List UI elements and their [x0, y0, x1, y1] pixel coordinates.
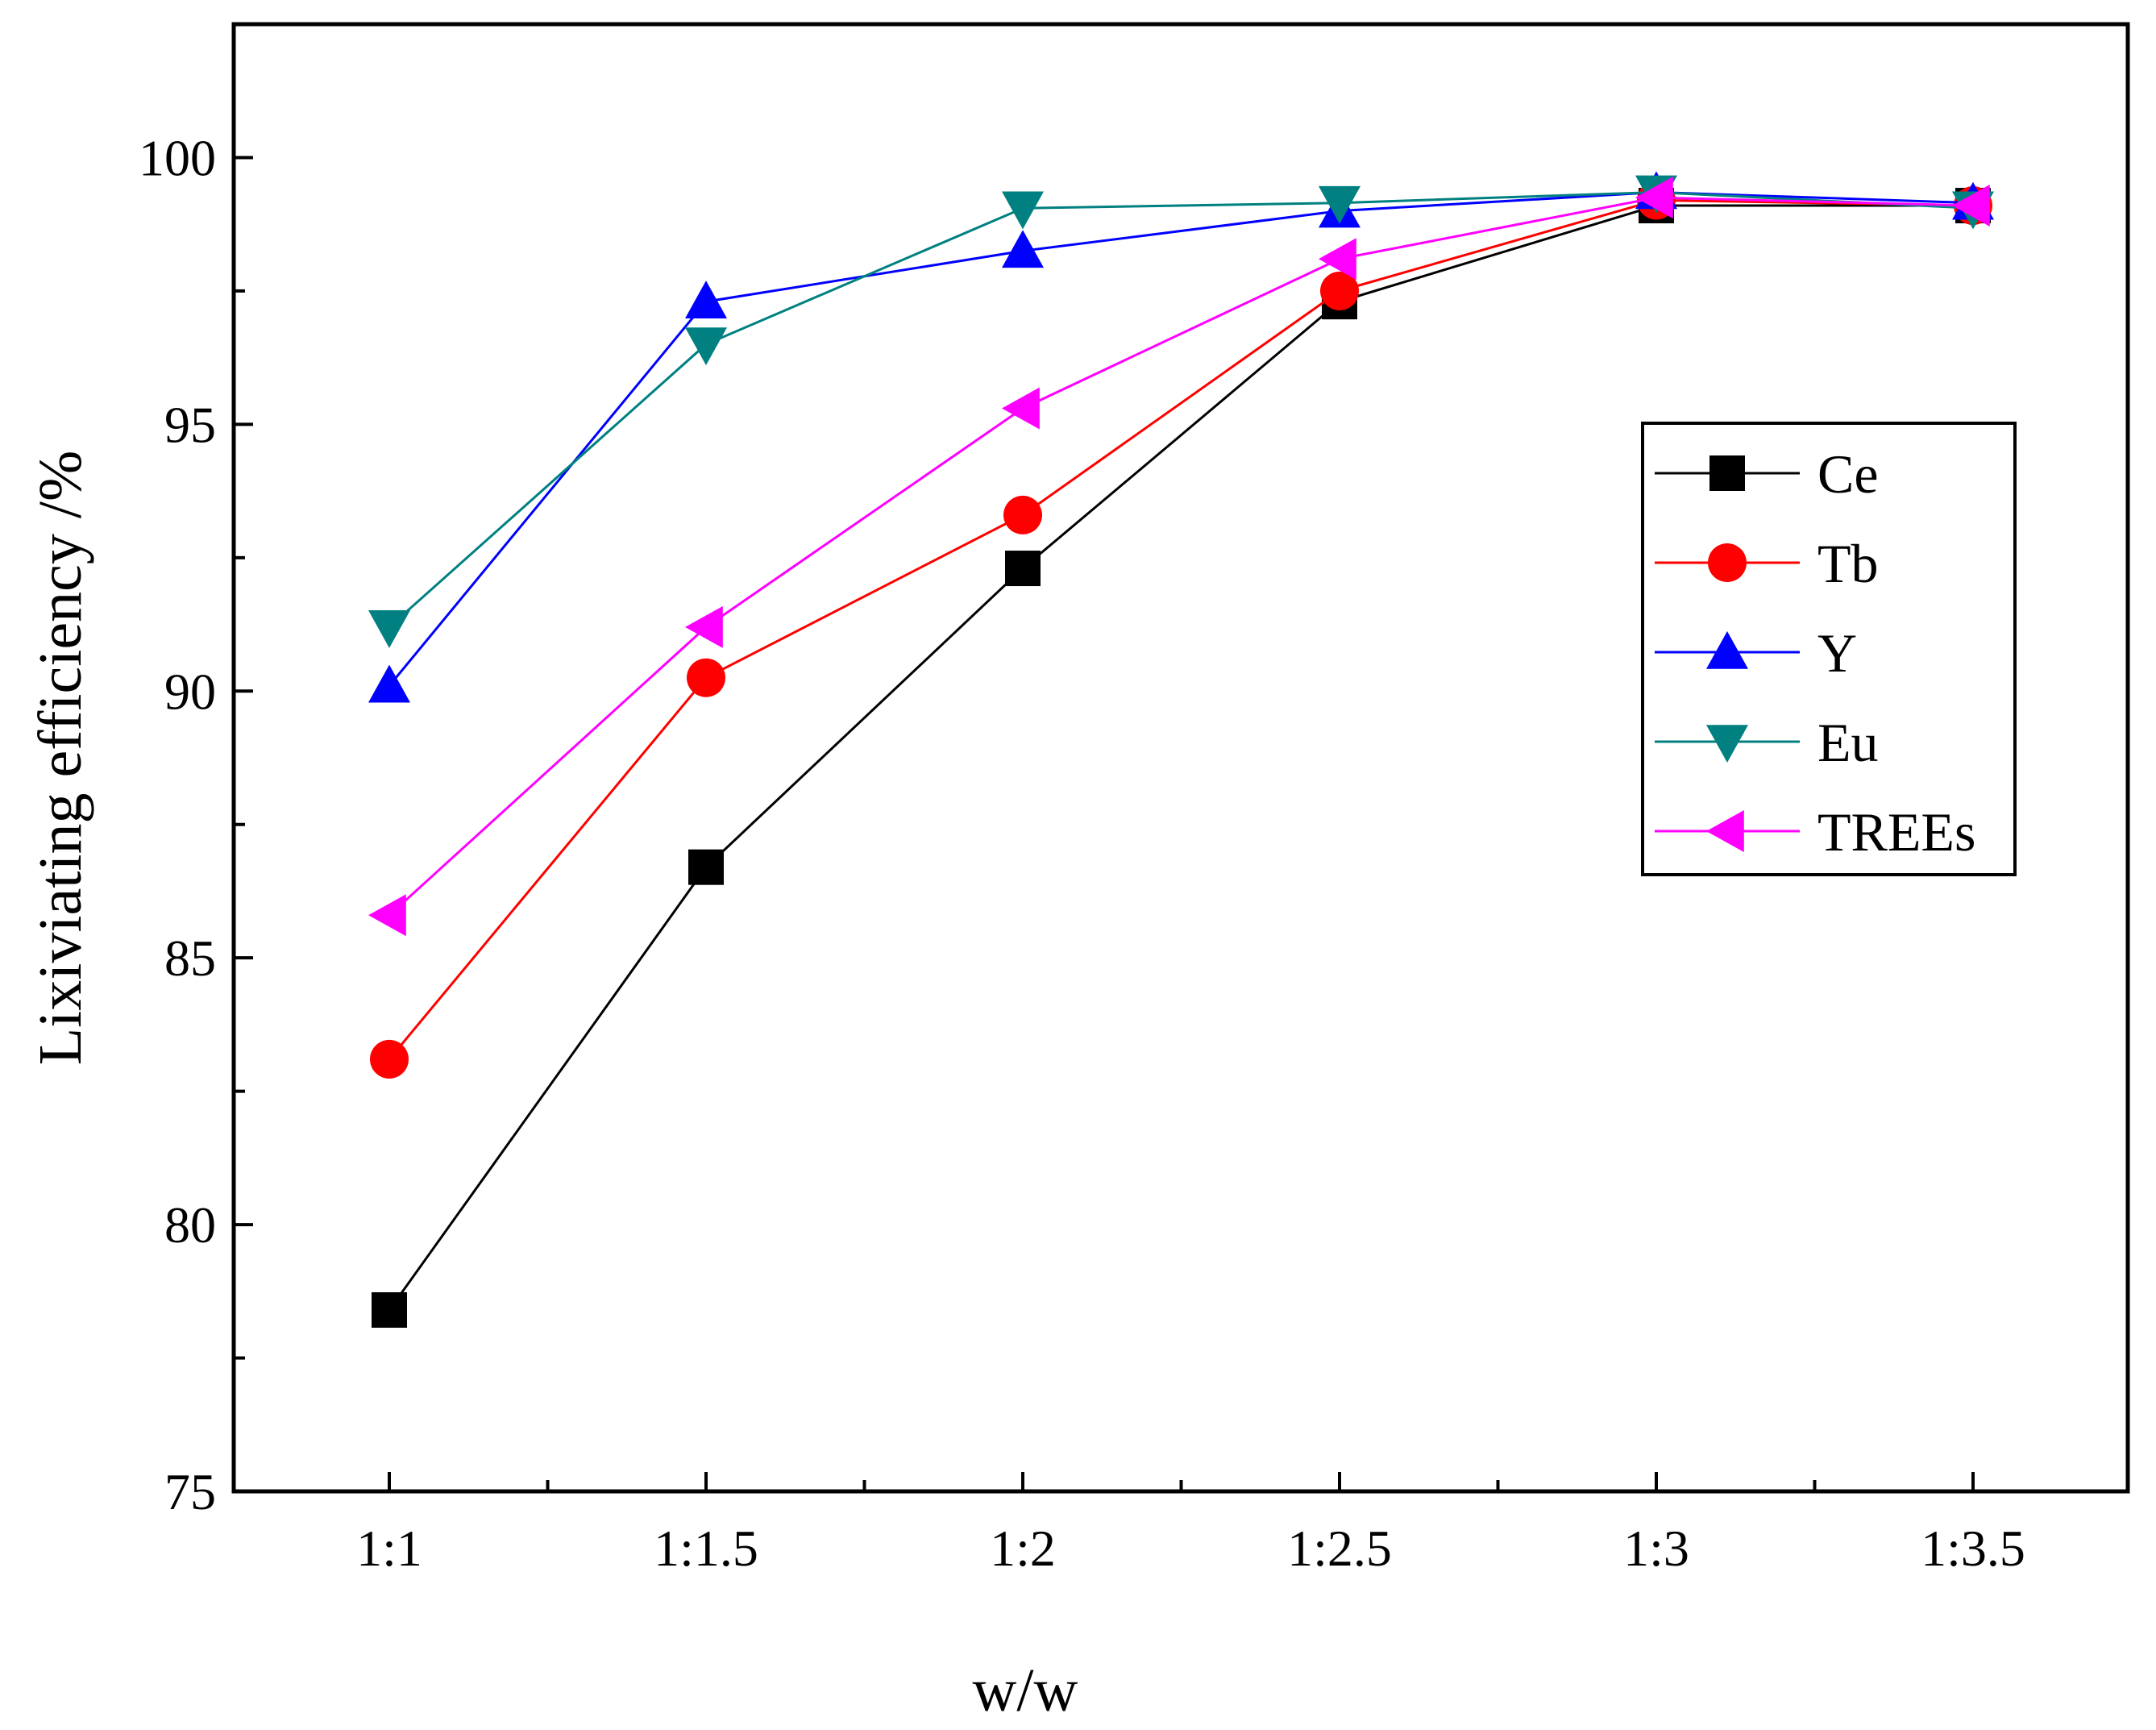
x-tick-label: 1:2 [990, 1520, 1056, 1577]
data-point-trees [368, 894, 406, 937]
data-point-y [685, 281, 727, 318]
legend-item-y: Y [1655, 622, 1857, 684]
data-point-eu [685, 327, 727, 366]
x-tick-label: 1:3 [1623, 1520, 1689, 1577]
y-tick-label: 95 [164, 396, 216, 453]
legend-label-tb: Tb [1817, 533, 1879, 594]
legend-label-ce: Ce [1817, 443, 1879, 505]
data-point-ce [1005, 551, 1041, 587]
data-point-tb [1320, 271, 1359, 310]
data-point-eu [1319, 185, 1360, 224]
data-point-trees [1635, 177, 1673, 219]
legend-marker-ce [1709, 455, 1745, 491]
legend-item-tb: Tb [1655, 533, 1879, 594]
y-tick-label: 100 [139, 129, 216, 186]
legend-label-trees: TREEs [1817, 801, 1975, 863]
series-trees [368, 177, 1990, 937]
y-axis-title: Lixiviating efficiency /% [27, 451, 94, 1066]
data-point-y [368, 664, 410, 703]
x-tick-label: 1:2.5 [1287, 1520, 1392, 1577]
legend-label-y: Y [1817, 622, 1857, 684]
legend-item-trees: TREEs [1655, 801, 1975, 863]
data-point-trees [1319, 238, 1356, 281]
y-tick-label: 75 [164, 1463, 216, 1520]
x-tick-label: 1:3.5 [1921, 1520, 2025, 1577]
legend-box [1641, 422, 2017, 876]
data-point-tb [1003, 495, 1042, 534]
data-point-ce [688, 849, 724, 885]
x-tick-label: 1:1.5 [654, 1520, 758, 1577]
data-point-ce [372, 1291, 407, 1328]
data-point-trees [685, 605, 723, 648]
data-point-y [1002, 230, 1044, 268]
data-point-trees [1002, 387, 1040, 430]
y-tick-label: 90 [164, 663, 216, 720]
x-tick-label: 1:1 [356, 1520, 422, 1577]
legend-marker-tb [1708, 543, 1747, 582]
legend-item-eu: Eu [1655, 712, 1879, 773]
legend-marker-eu [1706, 725, 1748, 763]
data-point-eu [368, 610, 410, 648]
series-line-tb [388, 198, 1974, 1060]
legend: Ce Tb Y Eu TREEs [1641, 422, 2017, 876]
data-point-trees [1952, 185, 1990, 227]
y-tick-label: 80 [164, 1196, 216, 1254]
series-line-ce [388, 204, 1973, 1311]
legend-item-ce: Ce [1655, 443, 1879, 505]
y-tick-label: 85 [164, 929, 216, 987]
data-point-tb [370, 1039, 409, 1079]
series-line-eu [388, 190, 1974, 628]
data-point-tb [687, 658, 725, 697]
legend-marker-trees [1706, 810, 1744, 852]
legend-label-eu: Eu [1817, 712, 1879, 773]
series-line-trees [388, 196, 1974, 917]
plot-frame [231, 22, 2130, 1494]
legend-marker-y [1706, 631, 1748, 669]
series-ce [372, 188, 1991, 1328]
x-axis-title: w/w [973, 1657, 1078, 1724]
data-point-eu [1002, 191, 1044, 230]
